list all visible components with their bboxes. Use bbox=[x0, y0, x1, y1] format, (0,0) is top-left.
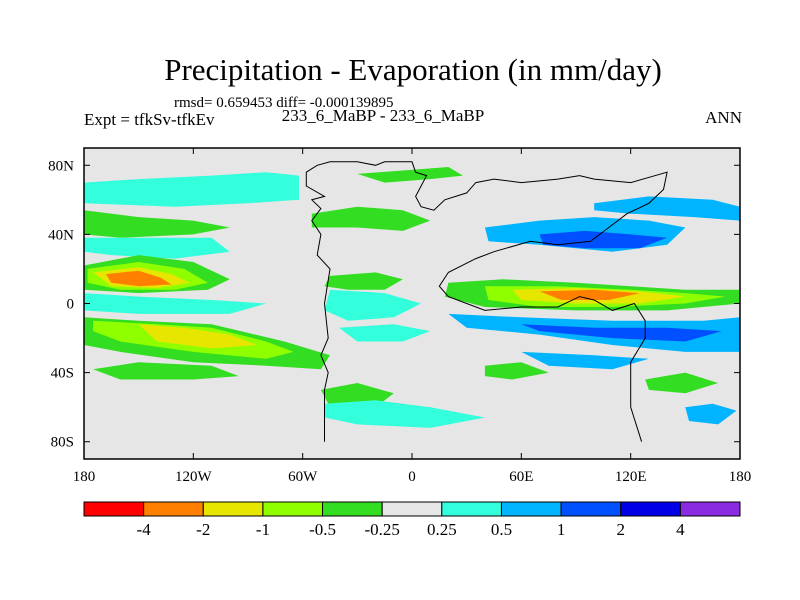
contour-atlantic-itcz-green bbox=[324, 272, 403, 290]
contour-pacific-nh-green bbox=[84, 210, 230, 238]
season-label: ANN bbox=[705, 108, 742, 127]
colorbar-label: -1 bbox=[256, 520, 270, 539]
colorbar-label: -2 bbox=[196, 520, 210, 539]
colorbar-label: 0.25 bbox=[427, 520, 457, 539]
contour-indian-ocean-dark-blue bbox=[521, 324, 722, 342]
colorbar-swatch bbox=[560, 501, 622, 517]
colorbar-label: 0.5 bbox=[491, 520, 512, 539]
colorbar-label: 2 bbox=[616, 520, 625, 539]
colorbar-label: -0.25 bbox=[364, 520, 399, 539]
chart-subtitle: rmsd= 0.659453 diff= -0.000139895 bbox=[174, 95, 394, 111]
colorbar-swatch bbox=[83, 501, 145, 517]
contour-nh-cyan-band bbox=[84, 172, 299, 207]
contour-south-indian-green bbox=[484, 362, 549, 380]
colorbar-swatch bbox=[322, 501, 383, 517]
x-tick-label: 0 bbox=[408, 469, 416, 485]
contour-pacific-sh-yellow bbox=[138, 324, 258, 349]
contour-atlantic-nh-green bbox=[311, 206, 431, 231]
y-tick-label: 0 bbox=[67, 297, 75, 313]
colorbar-swatch bbox=[679, 501, 741, 517]
x-tick-label: 120E bbox=[615, 469, 647, 485]
x-tick-label: 60E bbox=[509, 469, 533, 485]
coastline-0 bbox=[305, 161, 668, 442]
colorbar-label: 1 bbox=[557, 520, 566, 539]
y-tick-label: 80N bbox=[48, 158, 74, 174]
contour-pacific-sh-cyan bbox=[84, 293, 267, 314]
colorbar-swatch bbox=[143, 501, 204, 517]
contour-pacific-itcz-orange bbox=[105, 270, 172, 287]
contour-southern-ocean-cyan bbox=[324, 400, 485, 428]
contour-atlantic-sh-cyan bbox=[339, 324, 431, 342]
comparison-label: 233_6_MaBP - 233_6_MaBP bbox=[281, 106, 485, 125]
contour-aus-green bbox=[645, 372, 719, 394]
contour-asia-dark-blue bbox=[539, 230, 668, 249]
colorbar-swatch bbox=[262, 501, 324, 517]
y-tick-label: 80S bbox=[51, 435, 74, 451]
x-tick-label: 120W bbox=[175, 469, 213, 485]
x-tick-label: 180 bbox=[729, 469, 752, 485]
contour-south-pacific-green bbox=[93, 362, 239, 380]
x-tick-label: 60W bbox=[288, 469, 318, 485]
contour-nw-pacific-blue bbox=[594, 196, 740, 221]
colorbar-swatch bbox=[500, 501, 562, 517]
chart-title: Precipitation - Evaporation (in mm/day) bbox=[164, 52, 662, 87]
colorbar-label: -4 bbox=[137, 520, 152, 539]
y-tick-label: 40S bbox=[51, 366, 74, 382]
y-tick-label: 40N bbox=[48, 227, 74, 243]
colorbar-swatch bbox=[381, 501, 443, 517]
contour-south-indian-blue bbox=[521, 351, 649, 370]
experiment-label: Expt = tfkSv-tfkEv bbox=[84, 110, 215, 129]
contour-pacific-nh-cyan bbox=[84, 237, 230, 259]
contour-nh-arctic-green bbox=[357, 167, 463, 183]
contour-atlantic-cyan bbox=[324, 289, 422, 321]
colorbar-swatch bbox=[620, 501, 681, 517]
x-tick-label: 180 bbox=[73, 469, 96, 485]
contour-southern-ocean-blue bbox=[685, 403, 737, 425]
colorbar-label: 4 bbox=[676, 520, 685, 539]
colorbar-swatch bbox=[441, 501, 502, 517]
colorbar-swatch bbox=[202, 501, 264, 517]
contour-indo-pacific-orange bbox=[539, 289, 640, 300]
colorbar-label: -0.5 bbox=[309, 520, 336, 539]
